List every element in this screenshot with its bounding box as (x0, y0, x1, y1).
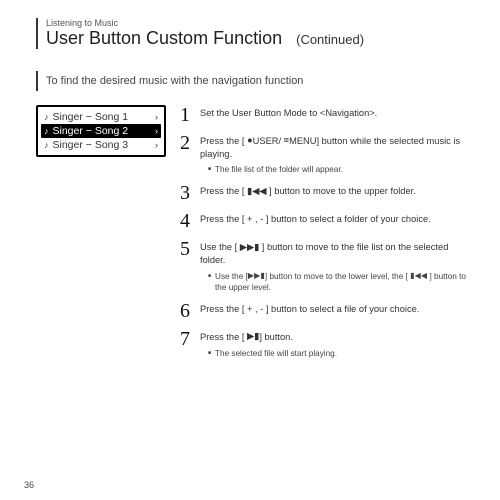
prev-track-icon: ▮◀◀ (247, 185, 266, 198)
step-sub: The file list of the folder will appear. (208, 164, 472, 175)
prev-track-icon: ▮◀◀ (410, 270, 427, 281)
step-number: 2 (180, 133, 194, 175)
page-number: 36 (24, 480, 34, 490)
step-number: 6 (180, 301, 194, 321)
list-item-label: Singer − Song 3 (53, 139, 129, 151)
list-item: ♪ Singer − Song 2 › (41, 124, 161, 138)
menu-icon: ≡ (284, 134, 289, 147)
chevron-right-icon: › (155, 112, 158, 122)
step-sub-text: Use the [▶▶▮] button to move to the lowe… (215, 271, 472, 293)
list-item: ♪ Singer − Song 3 › (41, 138, 161, 152)
step-body: Press the [ ▮◀◀ ] button to move to the … (200, 183, 416, 203)
step-text: Press the [ + , - ] button to select a f… (200, 214, 431, 224)
list-item: ♪ Singer − Song 1 › (41, 110, 161, 124)
step-body: Press the [ + , - ] button to select a f… (200, 301, 419, 321)
step-number: 4 (180, 211, 194, 231)
device-screen: ♪ Singer − Song 1 › ♪ Singer − Song 2 › … (36, 105, 166, 157)
step-number: 5 (180, 239, 194, 293)
step-text: USER/ (253, 136, 284, 146)
step: 4 Press the [ + , - ] button to select a… (180, 211, 472, 231)
step: 2 Press the [ ●USER/ ≡MENU] button while… (180, 133, 472, 175)
step-text: ] button to move to the upper folder. (266, 186, 415, 196)
step-body: Press the [ ●USER/ ≡MENU] button while t… (200, 133, 472, 175)
step: 7 Press the [ ▶▮] button. The selected f… (180, 329, 472, 359)
breadcrumb: Listening to Music (46, 18, 472, 28)
step: 3 Press the [ ▮◀◀ ] button to move to th… (180, 183, 472, 203)
step: 6 Press the [ + , - ] button to select a… (180, 301, 472, 321)
step-sub-text: The selected file will start playing. (215, 348, 337, 359)
list-item-label: Singer − Song 1 (53, 111, 129, 123)
music-note-icon: ♪ (44, 112, 49, 122)
step-number: 3 (180, 183, 194, 203)
step-text: Press the [ + , - ] button to select a f… (200, 304, 419, 314)
step-number: 7 (180, 329, 194, 359)
step-sub: The selected file will start playing. (208, 348, 337, 359)
next-track-icon: ▶▶▮ (240, 241, 259, 254)
step-number: 1 (180, 105, 194, 125)
steps-list: 1 Set the User Button Mode to <Navigatio… (180, 105, 472, 367)
step-text: Press the [ (200, 186, 247, 196)
section-subheading: To find the desired music with the navig… (36, 71, 472, 91)
step: 5 Use the [ ▶▶▮ ] button to move to the … (180, 239, 472, 293)
step-sub: Use the [▶▶▮] button to move to the lowe… (208, 271, 472, 293)
step-text: Set the User Button Mode to <Navigation>… (200, 108, 377, 118)
next-track-icon: ▶▶▮ (248, 270, 265, 281)
step-text: Use the [ (200, 242, 240, 252)
page-title: User Button Custom Function (46, 28, 282, 49)
music-note-icon: ♪ (44, 140, 49, 150)
step-body: Set the User Button Mode to <Navigation>… (200, 105, 377, 125)
step-sub-text: The file list of the folder will appear. (215, 164, 343, 175)
music-note-icon: ♪ (44, 126, 49, 136)
step-text: Press the [ (200, 332, 247, 342)
step-text: Press the [ (200, 136, 247, 146)
list-item-label: Singer − Song 2 (53, 125, 129, 137)
content-area: ♪ Singer − Song 1 › ♪ Singer − Song 2 › … (36, 105, 472, 367)
page-header: Listening to Music User Button Custom Fu… (36, 18, 472, 49)
play-icon: ▶▮ (247, 330, 259, 343)
chevron-right-icon: › (155, 140, 158, 150)
step: 1 Set the User Button Mode to <Navigatio… (180, 105, 472, 125)
step-body: Use the [ ▶▶▮ ] button to move to the fi… (200, 239, 472, 293)
step-text: ] button. (259, 332, 293, 342)
chevron-right-icon: › (155, 126, 158, 136)
continued-label: (Continued) (296, 32, 364, 47)
step-body: Press the [ ▶▮] button. The selected fil… (200, 329, 337, 359)
record-icon: ● (247, 134, 253, 147)
step-body: Press the [ + , - ] button to select a f… (200, 211, 431, 231)
